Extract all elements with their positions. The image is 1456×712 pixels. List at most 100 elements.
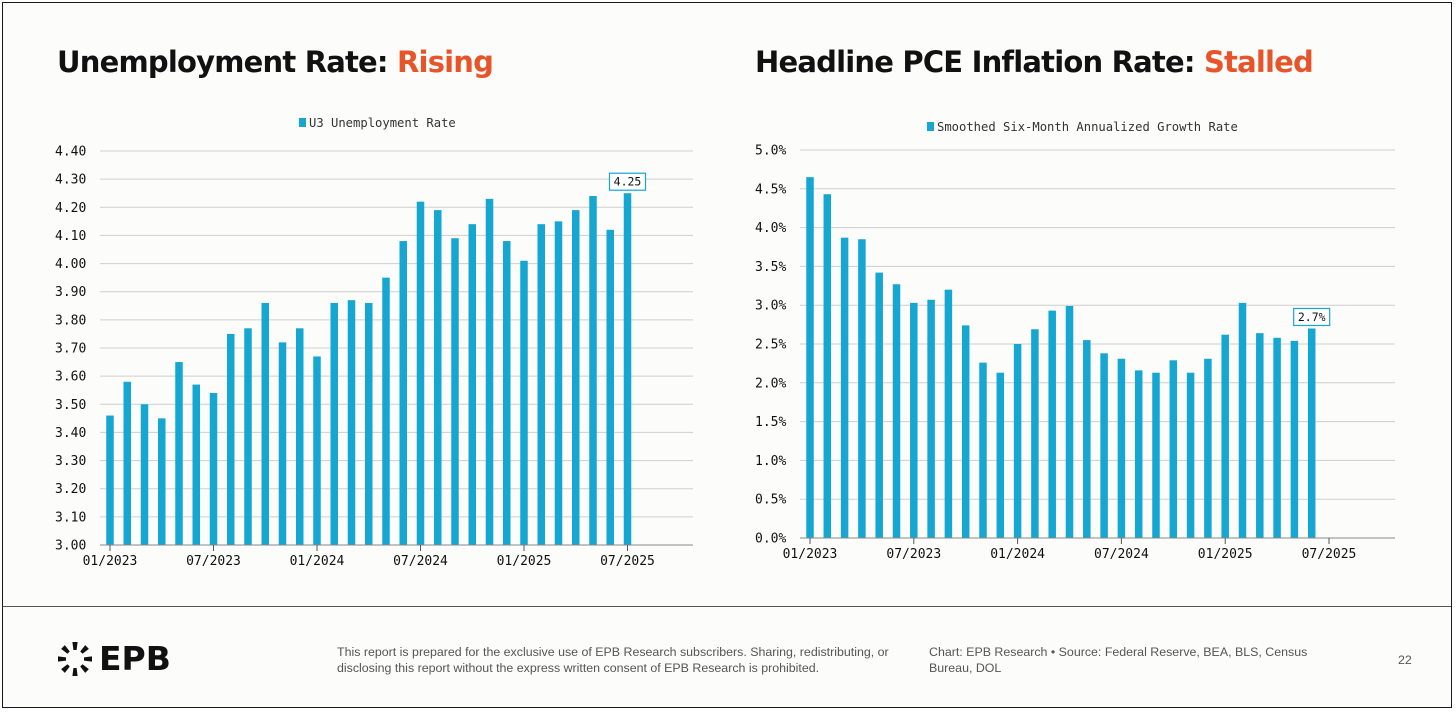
bar: [858, 239, 866, 539]
bar: [996, 372, 1005, 538]
bar: [330, 302, 338, 545]
bar: [485, 198, 494, 546]
x-tick-label: 07/2025: [1302, 547, 1357, 562]
bar: [1256, 333, 1264, 538]
bar: [451, 238, 459, 545]
bar: [979, 362, 987, 538]
epb-starburst-icon: [58, 642, 92, 676]
y-tick-label: 3.10: [55, 510, 86, 525]
bar: [927, 299, 935, 538]
bar: [892, 284, 901, 538]
y-tick-label: 4.0%: [755, 221, 786, 236]
y-tick-label: 3.20: [55, 482, 86, 497]
x-tick-label: 07/2024: [1094, 547, 1149, 562]
bar: [382, 277, 390, 545]
bar: [1152, 372, 1160, 538]
bar: [244, 328, 252, 545]
y-tick-label: 3.00: [55, 539, 86, 554]
footer-divider: [3, 606, 1451, 607]
y-tick-label: 4.20: [55, 201, 86, 216]
bar: [806, 177, 814, 538]
x-tick-label: 01/2023: [783, 547, 838, 562]
bar: [278, 342, 287, 545]
y-tick-label: 3.40: [55, 426, 86, 441]
bar: [823, 194, 832, 538]
x-tick-label: 07/2023: [186, 554, 241, 569]
right-chart-title-prefix: Headline PCE Inflation Rate:: [755, 45, 1204, 79]
y-tick-label: 3.50: [55, 398, 86, 413]
bar: [1169, 360, 1178, 538]
bar: [296, 328, 304, 545]
epb-logo: EPB: [55, 639, 205, 679]
bar: [1031, 329, 1039, 538]
disclaimer-text: This report is prepared for the exclusiv…: [337, 645, 889, 675]
y-tick-label: 3.5%: [755, 260, 786, 275]
y-tick-label: 4.5%: [755, 182, 786, 197]
bar: [910, 302, 918, 538]
bar: [1048, 310, 1056, 538]
bar: [589, 196, 597, 545]
bar: [1117, 358, 1126, 538]
x-tick-label: 01/2025: [1198, 547, 1253, 562]
bar: [1273, 337, 1281, 538]
bar: [313, 356, 321, 545]
y-tick-label: 4.30: [55, 173, 86, 188]
bar: [1083, 340, 1091, 538]
bar: [520, 260, 528, 545]
y-tick-label: 3.60: [55, 370, 86, 385]
bar: [503, 241, 511, 546]
y-tick-label: 1.0%: [755, 454, 786, 469]
y-tick-label: 0.5%: [755, 493, 786, 508]
x-tick-label: 07/2024: [393, 554, 448, 569]
bar: [261, 302, 269, 545]
x-tick-label: 07/2025: [600, 554, 655, 569]
bar: [227, 333, 235, 545]
x-tick-label: 01/2024: [990, 547, 1045, 562]
bar: [140, 404, 149, 545]
x-tick-label: 01/2023: [83, 554, 138, 569]
right-chart-title: Headline PCE Inflation Rate: Stalled: [755, 45, 1314, 79]
bar: [1307, 328, 1316, 538]
left-chart-title-prefix: Unemployment Rate:: [57, 45, 398, 79]
right-chart-title-accent: Stalled: [1203, 45, 1314, 79]
bar: [1100, 353, 1108, 538]
epb-logo-text: EPB: [99, 639, 171, 678]
y-tick-label: 2.0%: [755, 376, 786, 391]
bar: [106, 415, 114, 545]
y-tick-label: 2.5%: [755, 338, 786, 353]
x-tick-label: 01/2025: [497, 554, 552, 569]
legend-swatch: [927, 122, 934, 131]
bar: [1204, 358, 1212, 538]
annotation-label: 4.25: [614, 175, 642, 189]
y-tick-label: 4.10: [55, 229, 86, 244]
bar: [399, 241, 407, 546]
legend-label: U3 Unemployment Rate: [309, 116, 456, 130]
y-tick-label: 4.00: [55, 257, 86, 272]
y-tick-label: 3.30: [55, 454, 86, 469]
bar: [572, 210, 580, 545]
bar: [175, 362, 183, 545]
bar: [365, 302, 373, 545]
bar: [840, 237, 849, 539]
bar: [961, 325, 970, 538]
bar: [1290, 340, 1299, 538]
y-tick-label: 4.40: [55, 145, 86, 160]
bar: [623, 193, 632, 545]
left-chart-title-accent: Rising: [397, 45, 494, 79]
bar: [434, 210, 442, 545]
pce-inflation-bar-chart: 0.0% 0.5% 1.0% 1.5% 2.0% 2.5% 3.0% 3.5% 4.0% 4.5%…: [755, 120, 1395, 562]
unemployment-bar-chart: 3.00 3.10 3.20 3.30 3.40 3.50 3.60 3.70 3.80 3.90…: [55, 116, 693, 569]
legend-swatch: [299, 118, 306, 127]
bar: [209, 393, 218, 545]
bar: [347, 300, 356, 545]
bar: [192, 384, 200, 545]
x-tick-label: 07/2023: [886, 547, 941, 562]
y-tick-label: 3.70: [55, 342, 86, 357]
y-tick-label: 0.0%: [755, 532, 786, 547]
bar: [123, 381, 131, 545]
left-chart-title: Unemployment Rate: Rising: [57, 45, 494, 79]
annotation-box: [608, 172, 647, 191]
y-tick-label: 3.90: [55, 285, 86, 300]
bar: [416, 201, 425, 545]
